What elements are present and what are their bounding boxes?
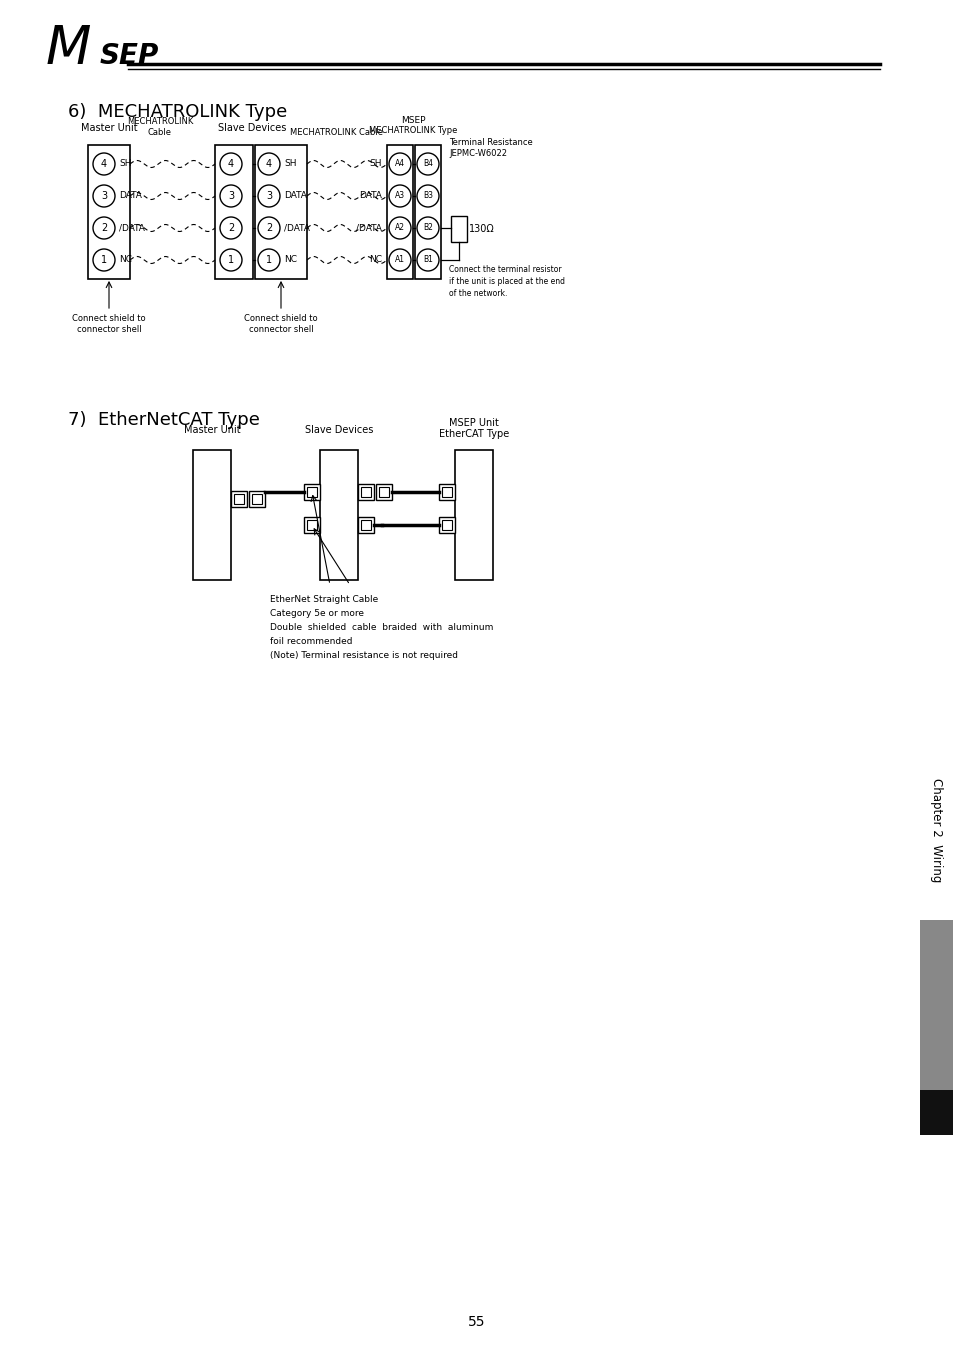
Bar [441,486,452,497]
Bar [307,520,316,531]
Bar [304,517,319,533]
Bar [307,486,316,497]
Bar [438,483,455,499]
Text: SH: SH [119,159,132,169]
Bar [375,483,392,499]
Text: SH: SH [369,159,381,169]
Bar [231,491,247,508]
Text: Slave Devices: Slave Devices [305,425,373,435]
Text: foil recommended: foil recommended [270,637,352,647]
Text: Connect shield to
connector shell: Connect shield to connector shell [72,315,146,333]
Text: MSEP Unit: MSEP Unit [449,418,498,428]
Text: 2: 2 [228,223,233,234]
Text: 2: 2 [101,223,107,234]
Bar [214,144,253,279]
Bar [193,450,231,580]
Text: 1: 1 [101,255,107,265]
Bar [360,520,371,531]
Text: EtherNet Straight Cable: EtherNet Straight Cable [270,595,377,603]
Text: EtherCAT Type: EtherCAT Type [438,429,509,439]
Bar [387,144,413,279]
Text: A4: A4 [395,159,405,169]
Bar [357,517,374,533]
Text: 7)  EtherNetCAT Type: 7) EtherNetCAT Type [68,410,259,429]
Bar [438,517,455,533]
Text: DATA: DATA [358,192,381,201]
Text: Terminal Resistance
JEPMC-W6022: Terminal Resistance JEPMC-W6022 [449,138,532,158]
Text: 4: 4 [228,159,233,169]
Text: /DATA: /DATA [119,224,145,232]
Bar [304,483,319,499]
Text: Chapter 2  Wiring: Chapter 2 Wiring [929,778,943,882]
Text: A2: A2 [395,224,405,232]
Text: SH: SH [284,159,296,169]
Text: MECHATROLINK
Cable: MECHATROLINK Cable [127,117,193,136]
Text: Slave Devices: Slave Devices [217,123,286,134]
Text: 2: 2 [266,223,272,234]
Text: Category 5e or more: Category 5e or more [270,609,364,618]
Text: 1: 1 [266,255,272,265]
Text: $\mathit{M}$: $\mathit{M}$ [45,24,91,76]
Text: 3: 3 [228,190,233,201]
Bar [378,486,389,497]
Text: NC: NC [284,255,296,265]
Text: NC: NC [369,255,381,265]
Text: Double  shielded  cable  braided  with  aluminum: Double shielded cable braided with alumi… [270,622,493,632]
Text: DATA: DATA [119,192,142,201]
Text: 130Ω: 130Ω [469,224,495,234]
Text: (Note) Terminal resistance is not required: (Note) Terminal resistance is not requir… [270,651,457,660]
Text: Master Unit: Master Unit [81,123,137,134]
Text: 3: 3 [266,190,272,201]
Text: /DATA: /DATA [355,224,381,232]
Text: B4: B4 [422,159,433,169]
Text: MECHATROLINK Type: MECHATROLINK Type [369,126,456,135]
Bar [249,491,265,508]
Bar [919,1089,953,1135]
Text: A1: A1 [395,255,405,265]
Text: B3: B3 [422,192,433,201]
Text: MECHATROLINK Cable: MECHATROLINK Cable [291,128,383,136]
Bar [254,144,307,279]
Bar [88,144,130,279]
Text: NC: NC [119,255,132,265]
Text: 3: 3 [101,190,107,201]
Text: 4: 4 [101,159,107,169]
Text: MSEP: MSEP [400,116,425,126]
Text: Master Unit: Master Unit [184,425,240,435]
Text: 4: 4 [266,159,272,169]
Bar [415,144,440,279]
Text: 55: 55 [468,1315,485,1328]
Bar [357,483,374,499]
Bar [233,494,244,505]
Text: A3: A3 [395,192,405,201]
Bar [441,520,452,531]
Text: B2: B2 [422,224,433,232]
Bar [919,919,953,1089]
Bar [360,486,371,497]
Bar [252,494,262,505]
Text: 6)  MECHATROLINK Type: 6) MECHATROLINK Type [68,103,287,122]
Bar [451,216,467,242]
Text: DATA: DATA [284,192,307,201]
Text: Connect shield to
connector shell: Connect shield to connector shell [244,315,317,333]
Bar [455,450,493,580]
Text: SEP: SEP [100,42,159,70]
Text: Connect the terminal resistor
if the unit is placed at the end
of the network.: Connect the terminal resistor if the uni… [449,265,564,297]
Bar [319,450,357,580]
Text: /DATA: /DATA [284,224,310,232]
Text: B1: B1 [422,255,433,265]
Text: 1: 1 [228,255,233,265]
